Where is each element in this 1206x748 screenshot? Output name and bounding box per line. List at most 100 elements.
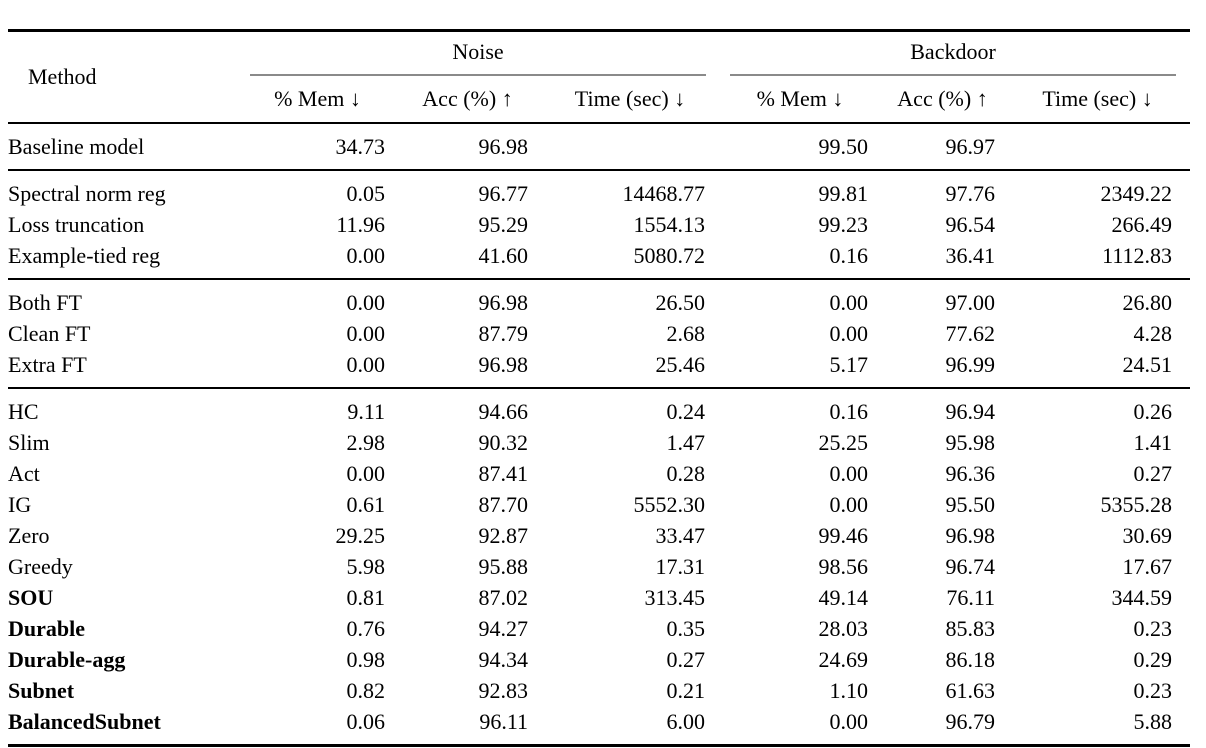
- group-header-row: Method Noise Backdoor: [8, 31, 1190, 89]
- table-row: SOU 0.81 87.02 313.45 49.14 76.11 344.59: [8, 582, 1190, 613]
- cell-value: 0.61: [346, 492, 386, 517]
- cell-value: 96.77: [478, 181, 529, 206]
- table-row: Durable-agg 0.98 94.34 0.27 24.69 86.18 …: [8, 644, 1190, 675]
- column-header-acc-backdoor: Acc (%) ↑: [897, 86, 988, 111]
- cell-value: 85.83: [945, 616, 996, 641]
- cell-value: 95.29: [478, 212, 529, 237]
- cell-value: 0.00: [346, 243, 386, 268]
- table-row: Act 0.00 87.41 0.28 0.00 96.36 0.27: [8, 458, 1190, 489]
- cell-value: 96.94: [945, 399, 996, 424]
- cell-method: Greedy: [8, 554, 73, 579]
- table-row: Subnet 0.82 92.83 0.21 1.10 61.63 0.23: [8, 675, 1190, 706]
- cell-value: 0.00: [829, 492, 869, 517]
- cell-value: 87.02: [478, 585, 529, 610]
- cell-method: HC: [8, 399, 39, 424]
- cell-value: 96.36: [945, 461, 996, 486]
- cell-value: 98.56: [818, 554, 869, 579]
- cell-value: 0.00: [829, 290, 869, 315]
- cell-value: 0.76: [346, 616, 386, 641]
- cell-method: Slim: [8, 430, 50, 455]
- table-row: Example-tied reg 0.00 41.60 5080.72 0.16…: [8, 240, 1190, 279]
- cell-value: 96.54: [945, 212, 996, 237]
- cell-value: 97.00: [945, 290, 996, 315]
- cell-value: 96.74: [945, 554, 996, 579]
- table-group: Baseline model 34.73 96.98 99.50 96.97: [8, 123, 1191, 170]
- table-row: Spectral norm reg 0.05 96.77 14468.77 99…: [8, 170, 1190, 209]
- subheader-row: % Mem ↓ Acc (%) ↑ Time (sec) ↓ % Mem ↓ A…: [8, 76, 1190, 123]
- group-header-backdoor: Backdoor: [720, 31, 1190, 76]
- cell-value: 95.98: [945, 430, 996, 455]
- cell-value: 1554.13: [633, 212, 706, 237]
- table-row: IG 0.61 87.70 5552.30 0.00 95.50 5355.28: [8, 489, 1190, 520]
- cell-method: Both FT: [8, 290, 82, 315]
- cell-value: 96.99: [945, 352, 996, 377]
- cell-value: 0.05: [346, 181, 386, 206]
- cell-value: 5552.30: [633, 492, 706, 517]
- table-row: HC 9.11 94.66 0.24 0.16 96.94 0.26: [8, 388, 1190, 427]
- cell-value: 24.69: [818, 647, 869, 672]
- cell-value: 0.00: [346, 461, 386, 486]
- cell-value: 28.03: [818, 616, 869, 641]
- cell-value: 26.50: [655, 290, 706, 315]
- cell-value: 0.82: [346, 678, 386, 703]
- table-header: Method Noise Backdoor % Mem ↓ Acc (%) ↑ …: [8, 31, 1191, 123]
- cell-value: 0.26: [1133, 399, 1173, 424]
- cell-value: 0.16: [829, 243, 869, 268]
- cell-value: 17.31: [655, 554, 706, 579]
- cell-value: 0.28: [666, 461, 706, 486]
- cell-value: 92.87: [478, 523, 529, 548]
- cell-method: Baseline model: [8, 134, 145, 159]
- table-row: Clean FT 0.00 87.79 2.68 0.00 77.62 4.28: [8, 318, 1190, 349]
- cell-value: 5.88: [1133, 709, 1173, 734]
- table-row: Zero 29.25 92.87 33.47 99.46 96.98 30.69: [8, 520, 1190, 551]
- cell-value: 34.73: [335, 134, 386, 159]
- cell-method: Spectral norm reg: [8, 181, 166, 206]
- cell-method: SOU: [8, 585, 54, 610]
- column-header-mem-noise: % Mem ↓: [274, 86, 361, 111]
- cell-value: 96.98: [945, 523, 996, 548]
- results-table: Method Noise Backdoor % Mem ↓ Acc (%) ↑ …: [8, 29, 1191, 747]
- column-header-method: Method: [28, 64, 97, 89]
- cell-method: Durable: [8, 616, 85, 641]
- cell-value: 0.35: [666, 616, 706, 641]
- cell-value: 0.06: [346, 709, 386, 734]
- cell-value: 14468.77: [622, 181, 706, 206]
- column-header-time-backdoor: Time (sec) ↓: [1042, 86, 1153, 111]
- cell-value: 87.41: [478, 461, 529, 486]
- cell-method: Durable-agg: [8, 647, 126, 672]
- cell-value: 6.00: [666, 709, 706, 734]
- cell-value: 96.97: [945, 134, 996, 159]
- cell-value: 61.63: [945, 678, 996, 703]
- cell-value: 0.21: [666, 678, 706, 703]
- cell-method: Subnet: [8, 678, 75, 703]
- cell-value: 96.98: [478, 290, 529, 315]
- cell-value: 94.27: [478, 616, 529, 641]
- table-row: Durable 0.76 94.27 0.35 28.03 85.83 0.23: [8, 613, 1190, 644]
- cell-value: 0.27: [666, 647, 706, 672]
- cell-value: 1.47: [666, 430, 706, 455]
- cell-method: Loss truncation: [8, 212, 145, 237]
- cell-value: 5.98: [346, 554, 386, 579]
- table-row: Both FT 0.00 96.98 26.50 0.00 97.00 26.8…: [8, 279, 1190, 318]
- cell-value: 99.81: [818, 181, 869, 206]
- cell-value: 0.00: [829, 461, 869, 486]
- cell-value: 344.59: [1111, 585, 1173, 610]
- cell-value: 0.23: [1133, 616, 1173, 641]
- cell-value: 24.51: [1122, 352, 1173, 377]
- cell-value: 1.10: [829, 678, 869, 703]
- column-header-time-noise: Time (sec) ↓: [574, 86, 686, 111]
- cell-value: 11.96: [336, 212, 385, 237]
- cell-value: 33.47: [655, 523, 706, 548]
- table-group: Spectral norm reg 0.05 96.77 14468.77 99…: [8, 170, 1191, 279]
- table-row: Baseline model 34.73 96.98 99.50 96.97: [8, 123, 1190, 170]
- cell-value: 96.11: [479, 709, 528, 734]
- cell-value: 17.67: [1122, 554, 1173, 579]
- table-row: Extra FT 0.00 96.98 25.46 5.17 96.99 24.…: [8, 349, 1190, 388]
- cell-value: 76.11: [946, 585, 995, 610]
- cell-value: 96.98: [478, 352, 529, 377]
- cell-value: 87.79: [478, 321, 529, 346]
- cell-value: 0.00: [346, 321, 386, 346]
- cell-value: 95.88: [478, 554, 529, 579]
- cell-method: IG: [8, 492, 32, 517]
